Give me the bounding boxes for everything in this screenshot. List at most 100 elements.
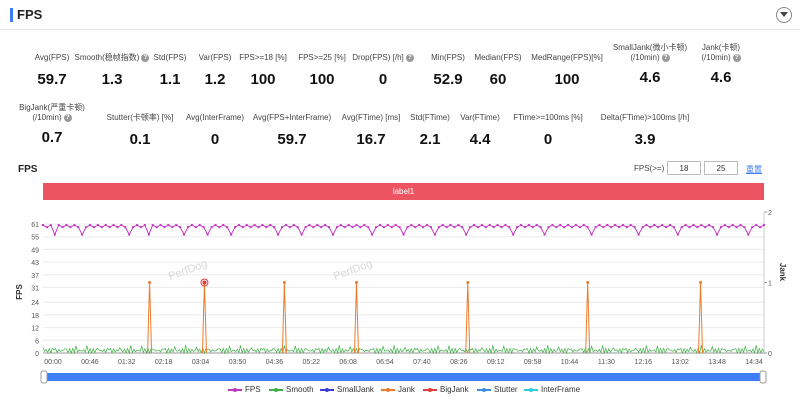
fps-point: [547, 226, 550, 229]
stat-label-unit: (/10min): [701, 53, 731, 62]
fps-point: [680, 226, 683, 229]
fps-point: [159, 224, 162, 227]
fps-point: [382, 226, 385, 229]
stat-5: FPS>=25 [%] 100: [277, 53, 367, 88]
help-icon[interactable]: ?: [661, 53, 670, 62]
legend-item-interframe[interactable]: InterFrame: [524, 385, 580, 394]
range-slider-handle-right[interactable]: [759, 370, 767, 384]
stat-1: Smooth(稳帧指数)? 1.3: [67, 53, 157, 88]
fps-point: [136, 224, 139, 227]
fps-point: [202, 226, 205, 229]
fps-point: [610, 226, 613, 229]
label-band[interactable]: label1: [43, 183, 764, 200]
stat-11: Jank(卡顿) (/10min)? 4.6: [676, 43, 766, 86]
x-tick-label: 10:44: [561, 359, 579, 366]
help-icon[interactable]: ?: [141, 53, 150, 62]
jank-point: [586, 281, 590, 284]
fps-point: [269, 224, 272, 227]
legend-item-fps[interactable]: FPS: [228, 385, 261, 394]
fps-point: [42, 224, 44, 227]
legend-label: Stutter: [494, 385, 518, 394]
stat-value: 4.6: [639, 69, 661, 86]
jank-spike: [465, 282, 471, 354]
stat-0: Avg(FPS) 59.7: [7, 53, 97, 88]
stat-label-text: BigJank(严重卡顿): [19, 103, 85, 112]
stat-18: Var(FTime) 4.4: [435, 113, 525, 148]
fps-point: [237, 224, 240, 227]
help-icon[interactable]: ?: [63, 113, 72, 122]
fps-point: [128, 233, 131, 236]
fps-point: [210, 226, 213, 229]
fps-point: [461, 226, 464, 229]
stat-12: BigJank(严重卡顿) (/10min)? 0.7: [7, 103, 97, 146]
fps-threshold-low-input[interactable]: [667, 161, 701, 175]
stat-9: MedRange(FPS)[%] 100: [522, 53, 612, 88]
jank-spike: [353, 282, 359, 354]
fps-point: [523, 226, 526, 229]
fps-point: [551, 224, 554, 227]
legend-item-bigjank[interactable]: BigJank: [423, 385, 468, 394]
fps-point: [465, 233, 468, 236]
stat-label: FTime>=100ms [%]: [503, 113, 593, 123]
fps-point: [100, 226, 103, 229]
x-tick-label: 02:18: [155, 359, 173, 366]
fps-threshold-high-input[interactable]: [704, 161, 738, 175]
legend-item-smooth[interactable]: Smooth: [269, 385, 314, 394]
stat-label-unit: (/10min): [32, 113, 62, 122]
fps-point: [288, 226, 291, 229]
fps-point: [684, 224, 687, 227]
fps-point: [371, 233, 374, 236]
x-tick-label: 09:12: [487, 359, 505, 366]
fps-point: [304, 226, 307, 229]
range-slider-handle-left[interactable]: [40, 370, 48, 384]
fps-point: [300, 233, 303, 236]
range-slider-track[interactable]: [43, 373, 764, 381]
fps-point: [535, 224, 538, 227]
reset-button[interactable]: 重置: [746, 165, 762, 174]
stat-label-text: Delta(FTime)>100ms [/h]: [600, 113, 690, 122]
fps-point: [520, 224, 523, 227]
jank-spike: [698, 282, 704, 354]
help-icon[interactable]: ?: [732, 53, 741, 62]
fps-point: [429, 226, 432, 229]
y-tick-label: 12: [31, 326, 39, 333]
stat-value: 2.1: [419, 131, 441, 148]
fps-point: [81, 233, 84, 236]
stat-label-text: Min(FPS): [431, 53, 465, 62]
fps-point: [719, 226, 722, 229]
x-tick-label: 06:54: [376, 359, 394, 366]
legend-label: FPS: [245, 385, 261, 394]
fps-point: [331, 233, 334, 236]
stat-label: Var(FPS): [170, 53, 260, 63]
fps-point: [96, 224, 99, 227]
legend-item-stutter[interactable]: Stutter: [477, 385, 518, 394]
chart-legend: FPS Smooth SmallJank Jank BigJank Stutter Inte…: [0, 385, 800, 397]
fps-point: [163, 226, 166, 229]
fps-point: [261, 224, 264, 227]
x-tick-label: 12:16: [635, 359, 653, 366]
fps-point: [386, 224, 389, 227]
help-icon[interactable]: ?: [405, 53, 414, 62]
stat-14: Avg(InterFrame) 0: [170, 113, 260, 148]
fps-point: [715, 233, 718, 236]
fps-point: [367, 226, 370, 229]
stat-value: 100: [309, 71, 335, 88]
fps-point: [657, 226, 660, 229]
stat-8: Median(FPS) 60: [453, 53, 543, 88]
collapse-button[interactable]: [776, 7, 792, 23]
page-title: FPS: [17, 7, 43, 22]
fps-point: [567, 224, 570, 227]
stat-value: 100: [554, 71, 580, 88]
legend-swatch-icon: [320, 387, 334, 392]
fps-point: [194, 226, 197, 229]
fps-point: [563, 226, 566, 229]
fps-point: [143, 224, 146, 227]
legend-item-smalljank[interactable]: SmallJank: [320, 385, 374, 394]
x-tick-label: 00:46: [81, 359, 99, 366]
y-tick-label: 55: [31, 235, 39, 242]
fps-point: [590, 233, 593, 236]
legend-item-jank[interactable]: Jank: [381, 385, 415, 394]
x-tick-label: 14:34: [745, 359, 763, 366]
fps-point: [484, 226, 487, 229]
